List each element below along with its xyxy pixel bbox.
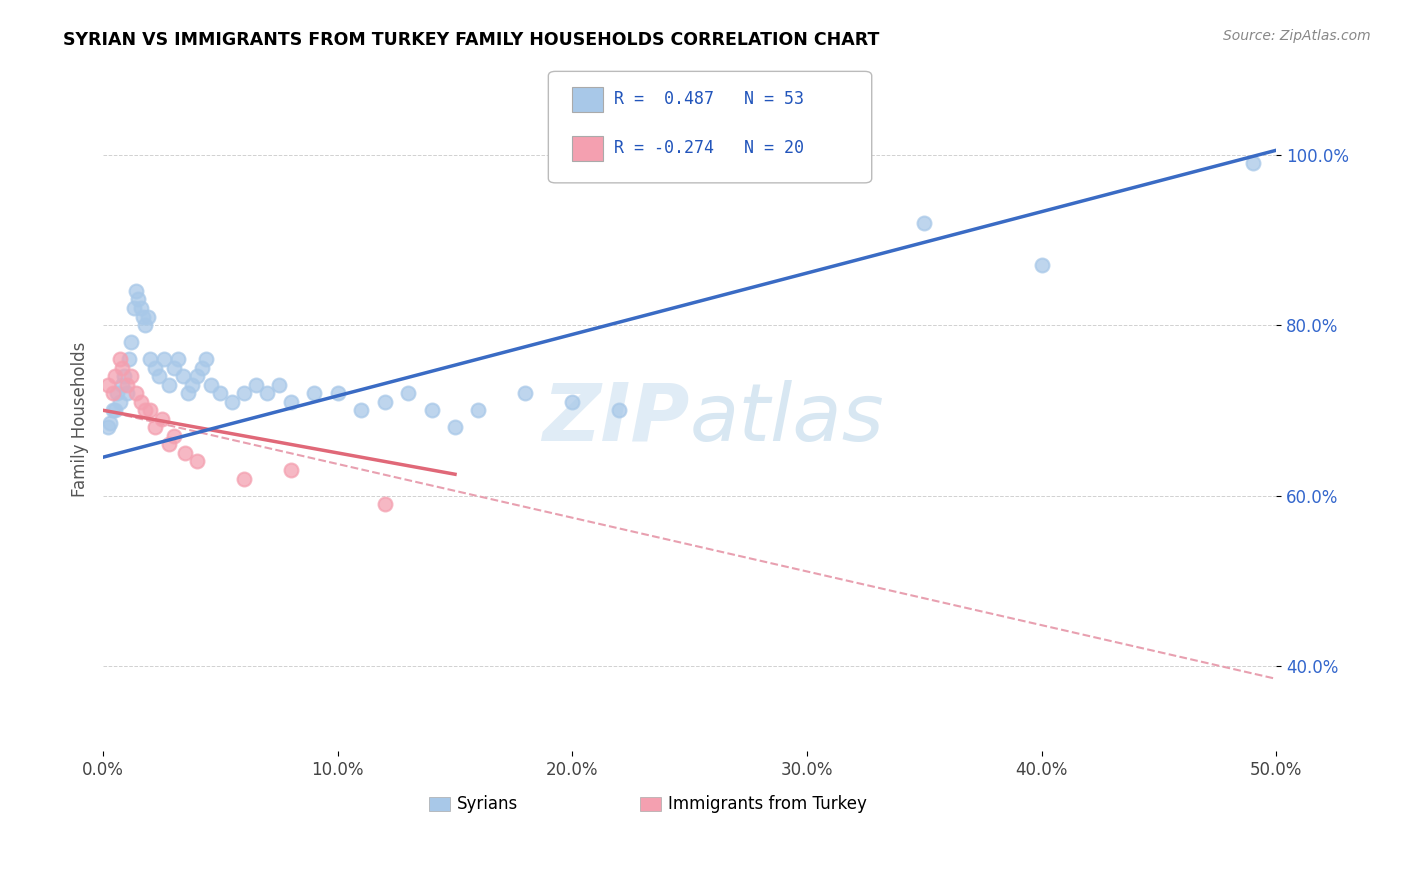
Point: [134, 403, 156, 417]
Point: [167, 352, 190, 367]
Point: [561, 394, 583, 409]
Point: [104, 403, 127, 417]
Text: R =  0.487   N = 53: R = 0.487 N = 53: [614, 90, 804, 108]
Point: [143, 420, 166, 434]
Point: [148, 369, 170, 384]
Point: [115, 386, 138, 401]
Point: [104, 369, 127, 384]
FancyBboxPatch shape: [640, 797, 661, 811]
Point: [97, 377, 120, 392]
Point: [108, 394, 131, 409]
Point: [105, 386, 128, 401]
Point: [134, 318, 156, 332]
Point: [122, 301, 145, 315]
Point: [157, 377, 180, 392]
Point: [111, 360, 134, 375]
Point: [98, 416, 121, 430]
Point: [326, 386, 349, 401]
Point: [209, 386, 232, 401]
Point: [153, 352, 176, 367]
Point: [420, 403, 443, 417]
Point: [1031, 259, 1053, 273]
Point: [181, 377, 204, 392]
Point: [157, 437, 180, 451]
Point: [200, 377, 222, 392]
Point: [350, 403, 373, 417]
Text: R = -0.274   N = 20: R = -0.274 N = 20: [614, 139, 804, 157]
Point: [176, 386, 198, 401]
Y-axis label: Family Households: Family Households: [72, 341, 89, 497]
Point: [444, 420, 467, 434]
Point: [125, 284, 148, 298]
Point: [129, 394, 152, 409]
Point: [186, 369, 208, 384]
Point: [174, 446, 197, 460]
Point: [139, 403, 162, 417]
Point: [515, 386, 537, 401]
Point: [150, 412, 173, 426]
Point: [143, 360, 166, 375]
Point: [136, 310, 159, 324]
Point: [115, 377, 138, 392]
Point: [162, 360, 184, 375]
Point: [120, 335, 142, 350]
Point: [195, 352, 218, 367]
Point: [396, 386, 419, 401]
Point: [112, 369, 135, 384]
Point: [190, 360, 212, 375]
Text: atlas: atlas: [689, 380, 884, 458]
Text: Source: ZipAtlas.com: Source: ZipAtlas.com: [1223, 29, 1371, 43]
Point: [912, 216, 935, 230]
Point: [125, 386, 148, 401]
Text: Syrians: Syrians: [457, 795, 519, 813]
Point: [108, 352, 131, 367]
Point: [374, 394, 396, 409]
Point: [132, 310, 155, 324]
Point: [162, 429, 184, 443]
Point: [101, 386, 124, 401]
Point: [129, 301, 152, 315]
Point: [172, 369, 194, 384]
Point: [232, 471, 254, 485]
Point: [127, 293, 149, 307]
Point: [118, 352, 141, 367]
Point: [139, 352, 162, 367]
Text: Immigrants from Turkey: Immigrants from Turkey: [668, 795, 868, 813]
Text: SYRIAN VS IMMIGRANTS FROM TURKEY FAMILY HOUSEHOLDS CORRELATION CHART: SYRIAN VS IMMIGRANTS FROM TURKEY FAMILY …: [63, 31, 880, 49]
Point: [374, 497, 396, 511]
Point: [467, 403, 489, 417]
Point: [186, 454, 208, 468]
Text: ZIP: ZIP: [543, 380, 689, 458]
Point: [111, 377, 134, 392]
Point: [256, 386, 278, 401]
Point: [221, 394, 243, 409]
FancyBboxPatch shape: [429, 797, 450, 811]
Point: [304, 386, 326, 401]
Point: [280, 463, 302, 477]
Point: [245, 377, 267, 392]
Point: [267, 377, 290, 392]
Point: [101, 403, 124, 417]
Point: [120, 369, 142, 384]
Point: [97, 420, 120, 434]
Point: [280, 394, 302, 409]
Point: [232, 386, 254, 401]
Point: [607, 403, 630, 417]
Point: [1241, 156, 1264, 170]
